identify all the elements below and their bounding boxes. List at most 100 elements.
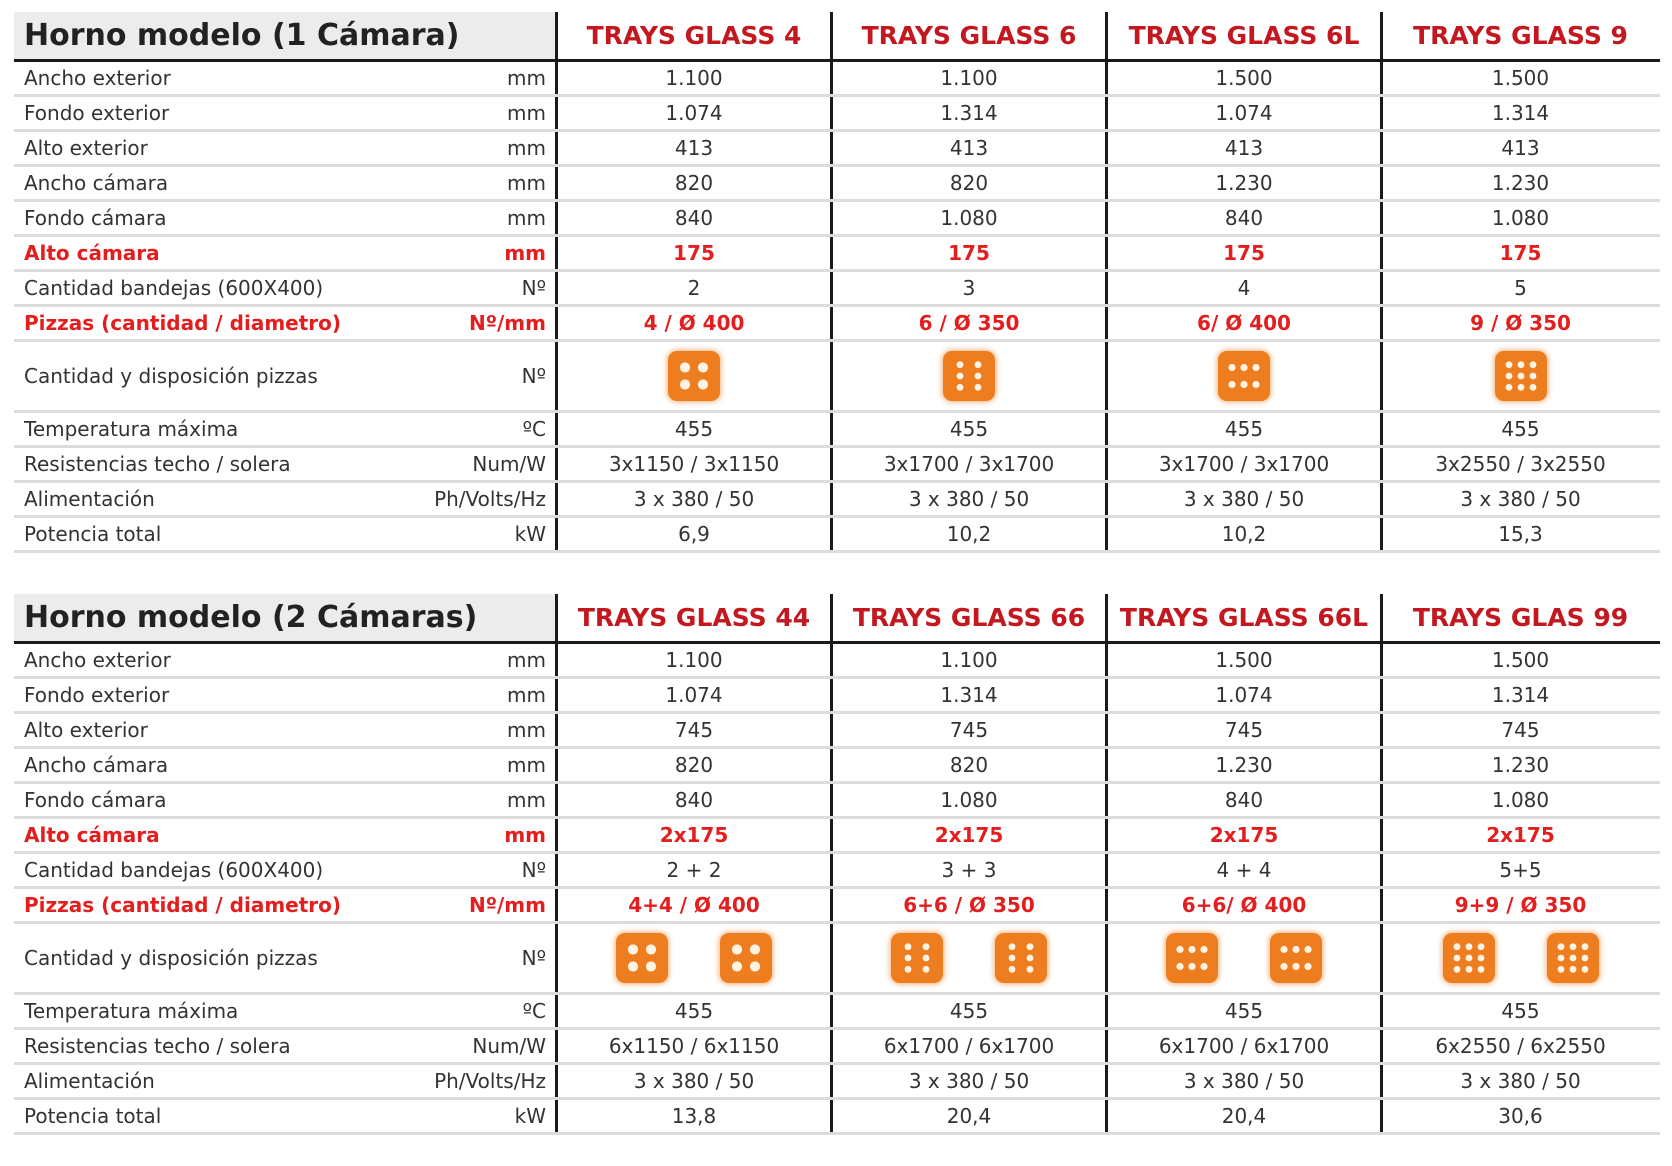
model-header: TRAYS GLASS 4 bbox=[558, 12, 833, 59]
row-unit: ºC bbox=[522, 999, 546, 1023]
row-label: Alimentación bbox=[24, 1069, 155, 1093]
pizza-grid-2x3-icon bbox=[995, 933, 1047, 983]
table-row: Ancho exterior mm 1.100 1.100 1.500 1.500 bbox=[14, 644, 1660, 679]
row-unit: Nº bbox=[521, 364, 546, 388]
value-cell: 455 bbox=[1501, 417, 1540, 441]
row-unit: mm bbox=[507, 101, 546, 125]
row-unit: Ph/Volts/Hz bbox=[434, 487, 546, 511]
pizza-grid-2x3-icon bbox=[943, 351, 995, 401]
value-cell: 1.230 bbox=[1108, 167, 1383, 199]
value-cell: 413 bbox=[833, 132, 1108, 164]
row-label: Alto cámara bbox=[24, 241, 160, 265]
value-cell: 820 bbox=[558, 749, 833, 781]
row-label: Pizzas (cantidad / diametro) bbox=[24, 311, 342, 335]
pizza-grid-2x2-icon bbox=[720, 933, 772, 983]
value-cell: 3 + 3 bbox=[833, 854, 1108, 886]
value-cell: 3x1150 / 3x1150 bbox=[558, 448, 833, 480]
value-cell: 6+6 / Ø 350 bbox=[833, 889, 1108, 921]
value-cell: 413 bbox=[1501, 136, 1540, 160]
value-cell: 1.080 bbox=[1491, 206, 1550, 230]
row-label: Alimentación bbox=[24, 487, 155, 511]
spec-table-2-camaras: Horno modelo (2 Cámaras) TRAYS GLASS 44 … bbox=[14, 594, 1660, 1135]
row-unit: mm bbox=[507, 136, 546, 160]
table-row: Alimentación Ph/Volts/Hz 3 x 380 / 50 3 x… bbox=[14, 483, 1660, 518]
table-row: Temperatura máxima ºC 455 455 455 455 bbox=[14, 413, 1660, 448]
table-row: Ancho cámara mm 820 820 1.230 1.230 bbox=[14, 167, 1660, 202]
pizza-grid-3x2-icon bbox=[1270, 933, 1322, 983]
value-cell: 1.100 bbox=[558, 644, 833, 676]
row-label: Ancho cámara bbox=[24, 753, 169, 777]
value-cell: 1.314 bbox=[1491, 101, 1550, 125]
value-cell: 1.500 bbox=[1108, 62, 1383, 94]
row-label: Potencia total bbox=[24, 1104, 162, 1128]
row-unit: Nº bbox=[521, 276, 546, 300]
row-unit: mm bbox=[507, 648, 546, 672]
value-cell: 3 x 380 / 50 bbox=[1460, 1069, 1581, 1093]
row-label: Temperatura máxima bbox=[24, 999, 239, 1023]
value-cell: 1.314 bbox=[833, 97, 1108, 129]
value-cell: 3x1700 / 3x1700 bbox=[1108, 448, 1383, 480]
value-cell: 10,2 bbox=[1108, 518, 1383, 550]
value-cell: 20,4 bbox=[833, 1100, 1108, 1132]
value-cell: 455 bbox=[1501, 999, 1540, 1023]
value-cell: 1.074 bbox=[1108, 97, 1383, 129]
value-cell: 6x1700 / 6x1700 bbox=[1108, 1030, 1383, 1062]
value-cell: 2x175 bbox=[1486, 823, 1555, 847]
row-label: Resistencias techo / solera bbox=[24, 1034, 291, 1058]
model-header: TRAYS GLASS 66L bbox=[1108, 594, 1383, 641]
value-cell: 3 x 380 / 50 bbox=[833, 483, 1108, 515]
value-cell: 820 bbox=[833, 749, 1108, 781]
value-cell: 3x1700 / 3x1700 bbox=[833, 448, 1108, 480]
model-header: TRAYS GLAS 99 bbox=[1412, 603, 1629, 632]
table-row-highlight: Alto cámara mm 175 175 175 175 bbox=[14, 237, 1660, 272]
value-cell: 13,8 bbox=[558, 1100, 833, 1132]
value-cell: 3 x 380 / 50 bbox=[558, 483, 833, 515]
table-row: Ancho cámara mm 820 820 1.230 1.230 bbox=[14, 749, 1660, 784]
row-unit: mm bbox=[504, 823, 546, 847]
value-cell: 2 bbox=[558, 272, 833, 304]
table-row: Resistencias techo / solera Num/W 3x1150 … bbox=[14, 448, 1660, 483]
table-row: Alto exterior mm 413 413 413 413 bbox=[14, 132, 1660, 167]
value-cell: 4 bbox=[1108, 272, 1383, 304]
value-cell: 1.314 bbox=[833, 679, 1108, 711]
value-cell: 3 x 380 / 50 bbox=[1108, 1065, 1383, 1097]
row-label: Alto cámara bbox=[24, 823, 160, 847]
row-label: Cantidad y disposición pizzas bbox=[24, 364, 318, 388]
row-label: Fondo exterior bbox=[24, 101, 170, 125]
value-cell: 3 x 380 / 50 bbox=[558, 1065, 833, 1097]
table-row: Potencia total kW 13,8 20,4 20,4 30,6 bbox=[14, 1100, 1660, 1135]
value-cell: 9+9 / Ø 350 bbox=[1454, 893, 1587, 917]
value-cell: 3 x 380 / 50 bbox=[833, 1065, 1108, 1097]
value-cell: 10,2 bbox=[833, 518, 1108, 550]
table-row: Fondo exterior mm 1.074 1.314 1.074 1.314 bbox=[14, 679, 1660, 714]
pizza-grid-2x2-icon bbox=[668, 351, 720, 401]
value-cell: 455 bbox=[1108, 413, 1383, 445]
row-label: Ancho exterior bbox=[24, 66, 171, 90]
row-label: Fondo exterior bbox=[24, 683, 170, 707]
value-cell: 455 bbox=[1108, 995, 1383, 1027]
table-row: Cantidad bandejas (600X400) Nº 2 3 4 5 bbox=[14, 272, 1660, 307]
value-cell: 5 bbox=[1514, 276, 1527, 300]
table-row: Temperatura máxima ºC 455 455 455 455 bbox=[14, 995, 1660, 1030]
row-unit: Nº bbox=[521, 858, 546, 882]
value-cell: 840 bbox=[1108, 784, 1383, 816]
pizza-grid-3x3-icon bbox=[1546, 933, 1599, 983]
table-row: Resistencias techo / solera Num/W 6x1150 … bbox=[14, 1030, 1660, 1065]
value-cell: 455 bbox=[558, 413, 833, 445]
row-label: Temperatura máxima bbox=[24, 417, 239, 441]
row-label: Ancho exterior bbox=[24, 648, 171, 672]
value-cell: 5+5 bbox=[1499, 858, 1542, 882]
value-cell: 1.230 bbox=[1491, 753, 1550, 777]
value-cell: 455 bbox=[833, 413, 1108, 445]
value-cell: 413 bbox=[558, 132, 833, 164]
table-row-pizza-layout: Cantidad y disposición pizzas Nº bbox=[14, 342, 1660, 413]
table-row-highlight: Pizzas (cantidad / diametro) Nº/mm 4 / Ø … bbox=[14, 307, 1660, 342]
value-cell: 1.080 bbox=[833, 784, 1108, 816]
table-row: Cantidad bandejas (600X400) Nº 2 + 2 3 + … bbox=[14, 854, 1660, 889]
value-cell: 3 x 380 / 50 bbox=[1108, 483, 1383, 515]
row-unit: kW bbox=[514, 1104, 546, 1128]
row-unit: mm bbox=[507, 753, 546, 777]
row-unit: Nº/mm bbox=[468, 311, 546, 335]
row-label: Resistencias techo / solera bbox=[24, 452, 291, 476]
model-header: TRAYS GLASS 66 bbox=[833, 594, 1108, 641]
